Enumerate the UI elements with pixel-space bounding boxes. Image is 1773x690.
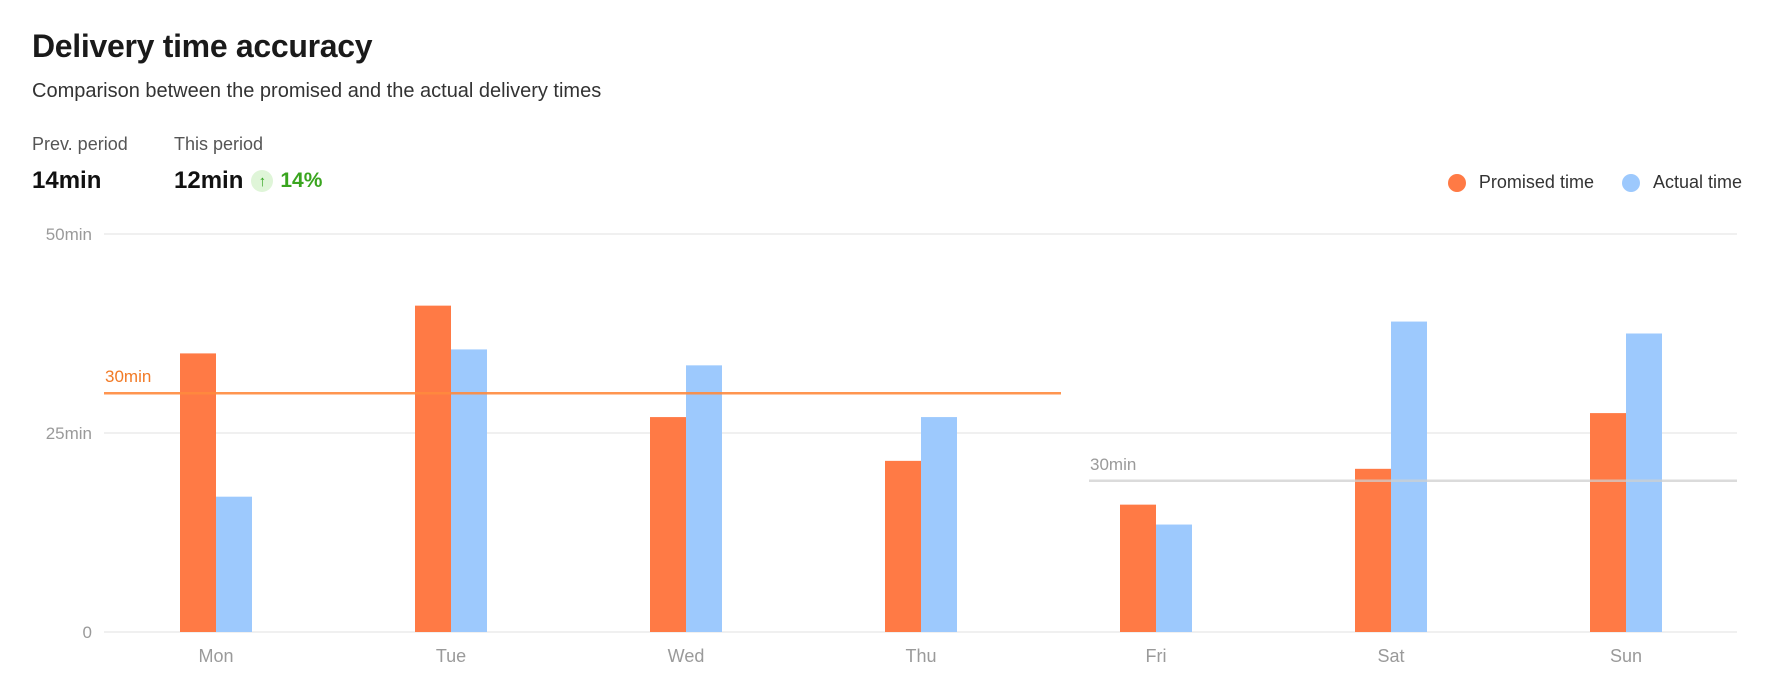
y-tick-label-2: 50min	[46, 225, 92, 244]
x-tick-label-mon: Mon	[198, 646, 233, 666]
kpi-current-label: This period	[174, 134, 264, 154]
x-tick-label-tue: Tue	[436, 646, 466, 666]
bar-actual-sun	[1626, 333, 1662, 632]
legend-label-promised: Promised time	[1478, 172, 1594, 192]
bar-actual-fri	[1156, 524, 1192, 632]
chart-subtitle: Comparison between the promised and the …	[32, 80, 602, 102]
kpi-prev-period: Prev. period 14min	[32, 134, 128, 195]
chart-title: Delivery time accuracy	[32, 28, 373, 64]
legend-item-actual[interactable]: Actual time	[1621, 172, 1742, 193]
x-tick-label-sun: Sun	[1610, 646, 1642, 666]
reference-line-label-2: 30min	[1090, 455, 1136, 474]
bar-promised-tue	[415, 305, 451, 632]
legend-item-promised[interactable]: Promised time	[1447, 172, 1594, 193]
kpi-prev-label: Prev. period	[32, 134, 128, 154]
kpi-this-period: This period 12min ↑ 14%	[174, 134, 322, 195]
reference-line-label-1: 30min	[105, 367, 151, 386]
kpi-current-value: 12min	[174, 167, 244, 194]
kpi-change-value: 14%	[280, 169, 323, 192]
bar-promised-thu	[885, 460, 921, 632]
bar-promised-wed	[650, 417, 686, 632]
legend-label-actual: Actual time	[1652, 172, 1742, 192]
y-tick-label-1: 25min	[46, 424, 92, 443]
kpi-prev-value: 14min	[32, 167, 102, 194]
bar-promised-sat	[1355, 468, 1391, 632]
bar-promised-sun	[1590, 413, 1626, 632]
bar-actual-tue	[451, 349, 487, 632]
y-tick-label-0: 0	[83, 623, 92, 642]
bar-promised-fri	[1120, 504, 1156, 632]
legend-dot-actual	[1621, 173, 1640, 192]
bar-actual-wed	[686, 365, 722, 632]
x-tick-label-fri: Fri	[1146, 646, 1167, 666]
bar-actual-sat	[1391, 321, 1427, 632]
x-tick-label-wed: Wed	[668, 646, 705, 666]
legend-dot-promised	[1447, 173, 1466, 192]
arrow-up-icon: ↑	[251, 170, 274, 192]
chart-legend: Promised time Actual time	[1420, 172, 1742, 193]
bar-actual-thu	[921, 417, 957, 632]
bar-actual-mon	[216, 496, 252, 632]
x-tick-label-sat: Sat	[1377, 646, 1404, 666]
bar-promised-mon	[180, 353, 216, 632]
x-tick-label-thu: Thu	[905, 646, 936, 666]
